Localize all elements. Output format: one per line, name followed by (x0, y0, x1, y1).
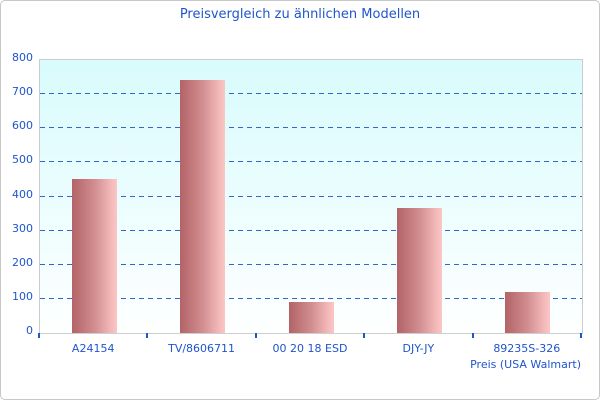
y-tick-label: 600 (12, 119, 33, 133)
y-tick-label: 500 (12, 153, 33, 167)
bar-A24154 (71, 179, 117, 333)
bar-00 20 18 ESD (288, 302, 334, 333)
y-tick-label: 700 (12, 85, 33, 99)
y-tick-label: 100 (12, 289, 33, 303)
x-axis-ticks (38, 333, 582, 340)
gridline (40, 127, 582, 129)
y-tick-label: 200 (12, 255, 33, 269)
category-label: TV/8606711 (168, 342, 236, 355)
x-axis-tick (254, 333, 257, 338)
y-tick-label: 400 (12, 187, 33, 201)
gridline (40, 263, 582, 265)
category-label: 00 20 18 ESD (272, 342, 348, 355)
bar-TV/8606711 (180, 80, 226, 333)
chart-title: Preisvergleich zu ähnlichen Modellen (179, 7, 421, 22)
gridline (40, 195, 582, 197)
x-axis-tick (363, 333, 366, 338)
category-label: DJY-JY (402, 342, 435, 355)
category-label: A24154 (71, 342, 115, 355)
x-axis-tick (580, 333, 582, 338)
category-label: 89235S-326 (493, 342, 561, 355)
y-tick-label: 800 (12, 51, 33, 64)
x-axis-tick (471, 333, 474, 338)
x-axis-category-labels: A24154 TV/8606711 00 20 18 ESD DJY-JY 89235S… (39, 342, 581, 356)
x-axis-tick (38, 333, 40, 338)
gridline (40, 93, 582, 95)
y-tick-label: 300 (12, 221, 33, 235)
bar-89235S-326 (505, 292, 551, 333)
bar-DJY-JY (396, 208, 442, 333)
x-axis-title: Preis (USA Walmart) (470, 358, 581, 371)
gridline (40, 297, 582, 299)
plot-area (39, 59, 583, 334)
y-axis-tick-labels: 0 100 200 300 400 500 600 700 800 (1, 51, 33, 337)
y-tick-label: 0 (26, 324, 33, 337)
gridline (40, 229, 582, 231)
x-axis-tick (146, 333, 149, 338)
gridline (40, 161, 582, 163)
